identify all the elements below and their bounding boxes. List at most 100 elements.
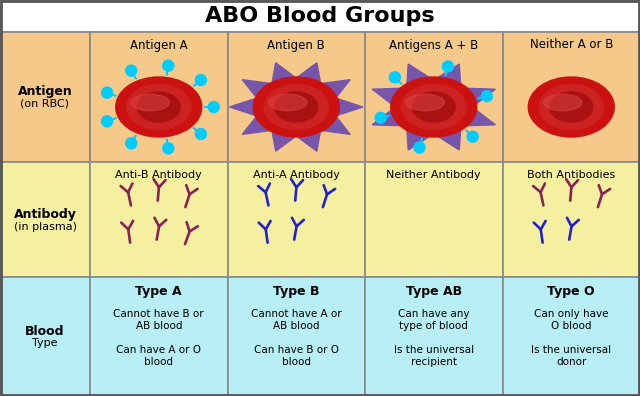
Circle shape xyxy=(102,116,113,127)
Polygon shape xyxy=(438,64,461,84)
Text: Type A: Type A xyxy=(136,286,182,299)
Text: Antigen A: Antigen A xyxy=(130,38,188,51)
Bar xyxy=(227,162,365,277)
Text: Can have A or O: Can have A or O xyxy=(116,345,201,355)
Bar xyxy=(90,162,227,277)
Polygon shape xyxy=(323,80,350,97)
Text: Is the universal: Is the universal xyxy=(394,345,474,355)
Circle shape xyxy=(195,74,206,86)
Text: Type AB: Type AB xyxy=(406,286,462,299)
Text: Antigen: Antigen xyxy=(18,86,72,99)
Ellipse shape xyxy=(528,77,614,137)
Text: ABO Blood Groups: ABO Blood Groups xyxy=(205,6,435,26)
Ellipse shape xyxy=(116,77,202,137)
Circle shape xyxy=(481,91,492,102)
Text: Can have any: Can have any xyxy=(398,309,470,319)
Text: type of blood: type of blood xyxy=(399,321,468,331)
Bar xyxy=(0,162,90,277)
Text: Type B: Type B xyxy=(273,286,319,299)
Circle shape xyxy=(442,61,454,72)
Circle shape xyxy=(375,112,386,124)
Ellipse shape xyxy=(412,92,455,122)
Ellipse shape xyxy=(391,77,477,137)
Text: Cannot have A or: Cannot have A or xyxy=(251,309,342,319)
Polygon shape xyxy=(372,110,400,126)
Ellipse shape xyxy=(406,94,445,111)
Text: AB blood: AB blood xyxy=(136,321,182,331)
Bar xyxy=(502,32,640,162)
Circle shape xyxy=(389,72,401,83)
Text: Anti-B Antibody: Anti-B Antibody xyxy=(115,170,202,180)
Text: AB blood: AB blood xyxy=(273,321,319,331)
Circle shape xyxy=(163,143,174,154)
Circle shape xyxy=(102,87,113,98)
Bar xyxy=(90,32,227,162)
Ellipse shape xyxy=(127,84,191,129)
Text: Can only have: Can only have xyxy=(534,309,609,319)
Text: (on RBC): (on RBC) xyxy=(20,99,70,109)
Text: (in plasma): (in plasma) xyxy=(13,221,77,232)
Circle shape xyxy=(125,138,137,149)
Text: blood: blood xyxy=(144,357,173,367)
Circle shape xyxy=(467,131,478,142)
Text: Blood: Blood xyxy=(25,325,65,338)
Ellipse shape xyxy=(543,94,582,111)
Text: Antigen B: Antigen B xyxy=(268,38,325,51)
Bar xyxy=(227,277,365,396)
Polygon shape xyxy=(230,99,255,115)
Bar xyxy=(365,277,502,396)
Polygon shape xyxy=(372,88,400,104)
Ellipse shape xyxy=(401,84,466,129)
Polygon shape xyxy=(298,63,321,82)
Polygon shape xyxy=(438,130,461,150)
Polygon shape xyxy=(337,99,363,115)
Circle shape xyxy=(414,142,425,153)
Circle shape xyxy=(208,101,220,112)
Ellipse shape xyxy=(268,94,307,111)
Bar xyxy=(227,32,365,162)
Bar xyxy=(90,277,227,396)
Circle shape xyxy=(163,60,174,71)
Text: Anti-A Antibody: Anti-A Antibody xyxy=(253,170,340,180)
Polygon shape xyxy=(407,130,429,150)
Text: Neither Antibody: Neither Antibody xyxy=(387,170,481,180)
Polygon shape xyxy=(243,117,270,134)
Polygon shape xyxy=(323,117,350,134)
Text: O blood: O blood xyxy=(551,321,591,331)
Text: Both Antibodies: Both Antibodies xyxy=(527,170,616,180)
Polygon shape xyxy=(467,110,495,126)
Bar xyxy=(0,0,640,32)
Bar xyxy=(502,162,640,277)
Text: Cannot have B or: Cannot have B or xyxy=(113,309,204,319)
Ellipse shape xyxy=(264,84,328,129)
Polygon shape xyxy=(272,63,295,82)
Text: Is the universal: Is the universal xyxy=(531,345,611,355)
Ellipse shape xyxy=(253,77,339,137)
Text: recipient: recipient xyxy=(411,357,457,367)
Circle shape xyxy=(195,128,206,139)
Bar xyxy=(0,277,90,396)
Ellipse shape xyxy=(550,92,593,122)
Ellipse shape xyxy=(137,92,180,122)
Text: blood: blood xyxy=(282,357,311,367)
Polygon shape xyxy=(298,132,321,151)
Ellipse shape xyxy=(539,84,604,129)
Bar xyxy=(502,277,640,396)
Polygon shape xyxy=(467,88,495,104)
Text: donor: donor xyxy=(556,357,586,367)
Ellipse shape xyxy=(131,94,170,111)
Text: Antigens A + B: Antigens A + B xyxy=(389,38,478,51)
Text: Type O: Type O xyxy=(547,286,595,299)
Text: Antibody: Antibody xyxy=(13,208,76,221)
Bar xyxy=(365,32,502,162)
Ellipse shape xyxy=(275,92,317,122)
Polygon shape xyxy=(272,132,295,151)
Circle shape xyxy=(125,65,137,76)
Polygon shape xyxy=(407,64,429,84)
Text: Type: Type xyxy=(32,339,58,348)
Polygon shape xyxy=(243,80,270,97)
Bar xyxy=(365,162,502,277)
Text: Can have B or O: Can have B or O xyxy=(253,345,339,355)
Bar xyxy=(0,32,90,162)
Text: Neither A or B: Neither A or B xyxy=(529,38,613,51)
